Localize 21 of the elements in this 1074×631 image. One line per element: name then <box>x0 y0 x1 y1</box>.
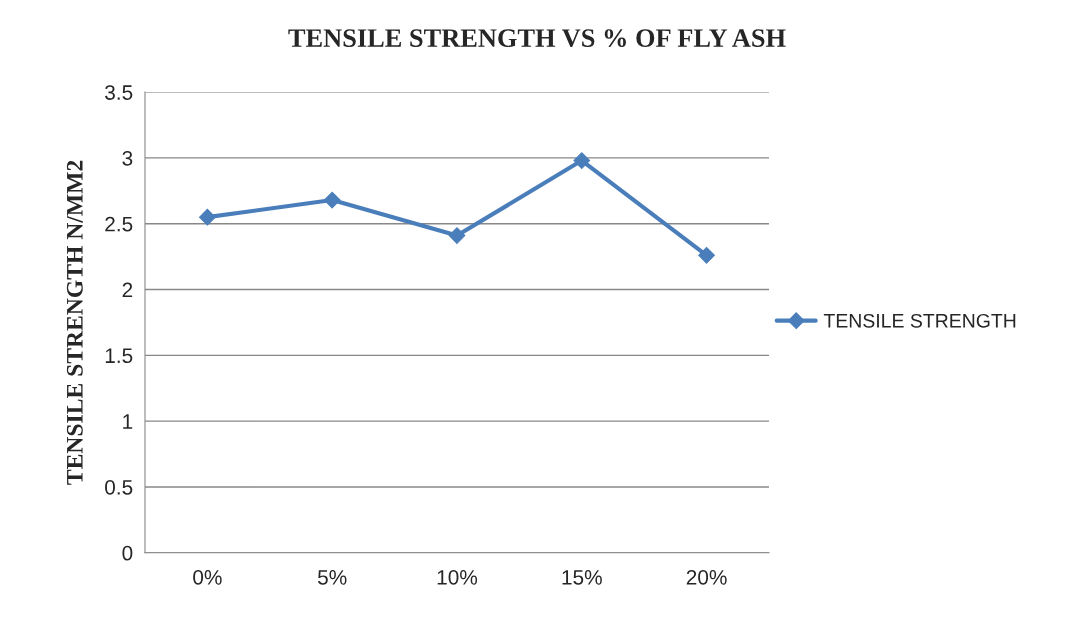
x-tick-label: 0% <box>193 569 222 585</box>
legend-label: TENSILE STRENGTH <box>823 313 1016 328</box>
y-tick-label: 3 <box>122 150 133 166</box>
y-tick-label: 3.5 <box>105 85 133 100</box>
point <box>199 208 216 226</box>
y-tick-label: 1.5 <box>105 348 133 364</box>
y-tick-label: 1 <box>123 414 133 429</box>
x-tick-label: 20% <box>686 569 727 585</box>
point <box>573 152 591 169</box>
x-tick-label: 10% <box>437 569 478 585</box>
point <box>448 227 466 244</box>
y-tick-label: 0.5 <box>105 479 133 495</box>
y-tick-label: 2.5 <box>105 216 133 232</box>
x-tick-label: 15% <box>562 570 602 585</box>
y-tick-label: 2 <box>122 282 133 298</box>
chart-title: TENSILE STRENGTH VS % OF FLY ASH <box>288 29 786 48</box>
y-axis-title: TENSILE STRENGTH N/MM2 <box>66 160 83 485</box>
point <box>323 191 341 209</box>
y-tick-label: 0 <box>122 545 133 561</box>
x-tick-label: 5% <box>317 570 347 585</box>
point <box>698 246 715 264</box>
